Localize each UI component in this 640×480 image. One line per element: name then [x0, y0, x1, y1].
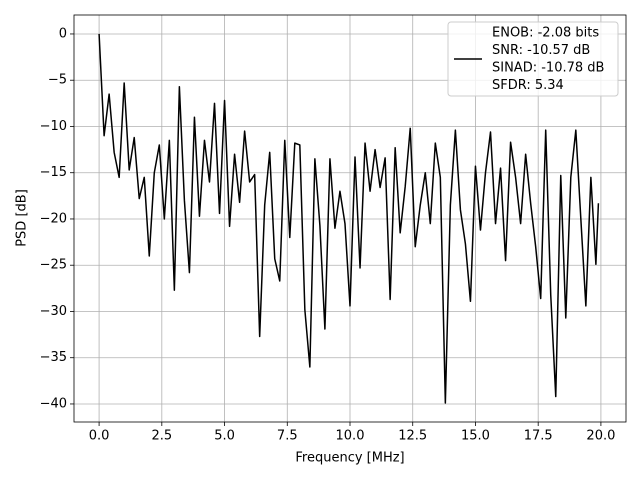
x-tick-label: 12.5 — [398, 429, 427, 444]
y-tick-label: −35 — [40, 350, 67, 365]
y-axis-label: PSD [dB] — [15, 189, 30, 247]
y-tick-label: −5 — [48, 73, 67, 88]
y-tick-label: −15 — [40, 165, 67, 180]
x-tick-label: 15.0 — [461, 429, 490, 444]
y-tick-label: −25 — [40, 258, 67, 273]
y-tick-label: −10 — [40, 119, 67, 134]
legend-label: SINAD: -10.78 dB — [492, 61, 604, 76]
x-tick-label: 0.0 — [89, 429, 110, 444]
data-line — [98, 33, 600, 404]
x-axis-label: Frequency [MHz] — [295, 451, 404, 466]
y-tick-label: 0 — [59, 26, 67, 41]
y-tick-label: −30 — [40, 304, 67, 319]
axes-frame — [73, 14, 627, 423]
x-tick-label: 10.0 — [336, 429, 365, 444]
legend-label: SFDR: 5.34 — [492, 78, 564, 93]
x-tick-label: 20.0 — [586, 429, 615, 444]
x-tick-label: 17.5 — [524, 429, 553, 444]
x-tick-label: 5.0 — [214, 429, 235, 444]
x-tick-label: 2.5 — [151, 429, 172, 444]
legend-label: SNR: -10.57 dB — [492, 43, 590, 58]
legend-box — [447, 21, 619, 97]
y-tick-label: −20 — [40, 211, 67, 226]
legend-label: ENOB: -2.08 bits — [492, 26, 599, 41]
x-tick-label: 7.5 — [277, 429, 298, 444]
y-tick-label: −40 — [40, 396, 67, 411]
